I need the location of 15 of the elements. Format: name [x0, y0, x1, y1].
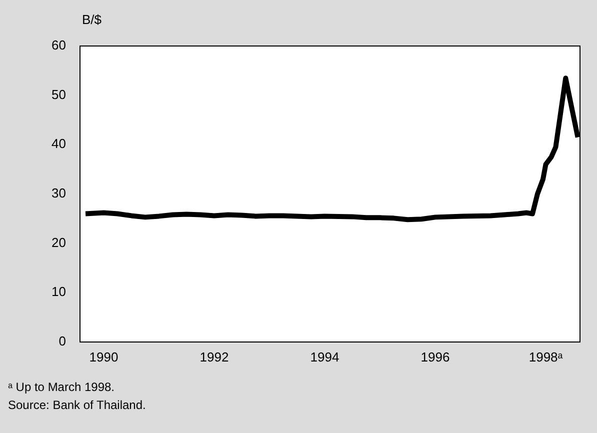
y-tick-label: 10: [52, 284, 66, 300]
y-tick-label: 20: [52, 234, 66, 250]
y-tick-label: 50: [52, 86, 66, 102]
x-tick-label: 1996: [420, 349, 450, 364]
x-tick-label: 1998ᵃ: [528, 349, 563, 364]
y-tick-label: 60: [52, 38, 66, 53]
x-tick-label: 1990: [89, 349, 118, 364]
y-axis-title: B/$: [82, 12, 102, 27]
y-tick-label: 0: [58, 334, 66, 349]
y-tick-label: 40: [52, 136, 66, 152]
source-note: Source: Bank of Thailand.: [8, 397, 146, 414]
x-tick-label: 1992: [200, 349, 229, 364]
y-tick-label: 30: [52, 186, 66, 201]
text: ᵃ Up to March 1998.: [8, 379, 116, 396]
x-tick-label: 1994: [310, 349, 340, 364]
